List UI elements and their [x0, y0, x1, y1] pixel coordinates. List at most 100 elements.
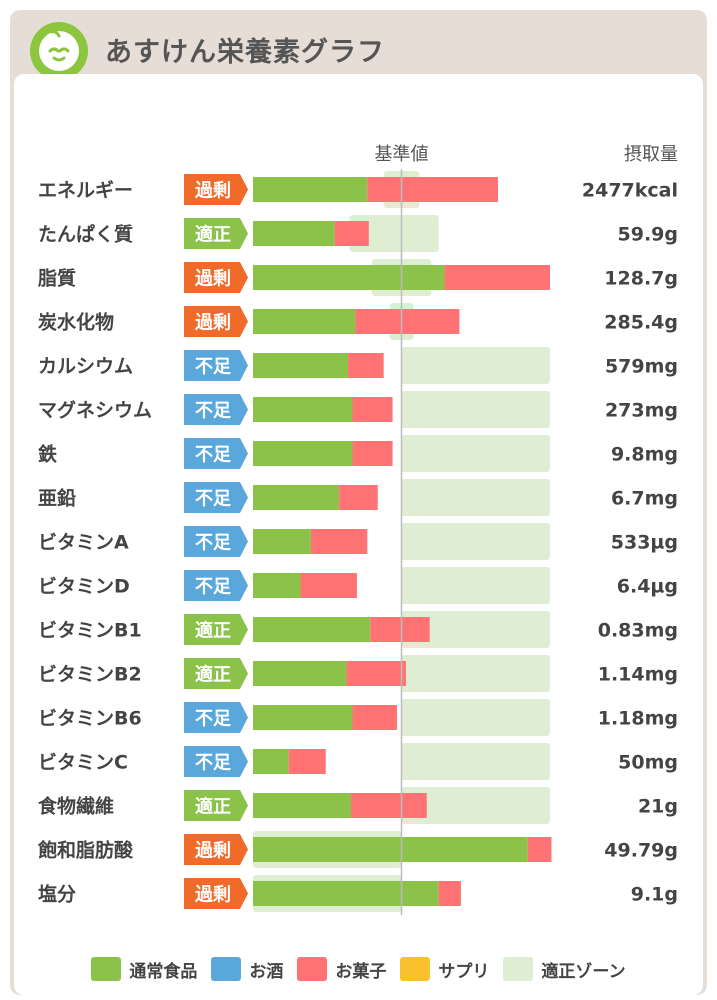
status-label: 不足 — [195, 753, 231, 774]
bar-snack — [310, 529, 368, 554]
legend-swatch — [400, 957, 431, 981]
status-label: 適正 — [195, 620, 231, 642]
bar-snack — [438, 881, 461, 906]
status-badge — [184, 394, 248, 425]
ideal-zone — [401, 743, 550, 780]
intake-value: 21g — [638, 796, 678, 818]
status-badge — [184, 570, 248, 601]
ideal-zone — [401, 523, 550, 560]
bar-snack — [351, 793, 427, 818]
intake-value: 50mg — [618, 752, 678, 774]
legend-label: お菓子 — [335, 961, 387, 982]
legend-swatch — [91, 957, 122, 981]
status-badge — [184, 482, 248, 513]
legend-swatch — [503, 957, 534, 981]
legend-label: 通常食品 — [129, 961, 198, 982]
intake-value: 6.7mg — [611, 488, 678, 510]
status-label: 不足 — [195, 533, 231, 554]
bar-food — [253, 837, 528, 862]
bar-food — [253, 793, 352, 818]
ideal-zone — [401, 391, 550, 428]
legend-item: お菓子 — [297, 957, 386, 982]
bar-food — [253, 177, 368, 202]
ideal-zone — [401, 567, 550, 604]
status-label: 不足 — [195, 489, 231, 510]
status-badge — [184, 702, 248, 733]
intake-value: 59.9g — [618, 224, 678, 246]
bar-snack — [288, 749, 326, 774]
bar-food — [253, 749, 289, 774]
ideal-zone — [401, 787, 550, 824]
bar-snack — [339, 485, 378, 510]
bar-snack — [334, 221, 369, 246]
apple-icon — [39, 30, 79, 71]
bar-food — [253, 309, 356, 334]
bar-food — [253, 661, 347, 686]
nutrient-label: ビタミンB6 — [38, 708, 142, 730]
intake-value: 533µg — [611, 532, 678, 554]
page-title: あすけん栄養素グラフ — [105, 37, 385, 68]
nutrient-label: 食物繊維 — [38, 795, 114, 818]
bar-snack — [352, 397, 393, 422]
bar-snack — [300, 573, 357, 598]
status-label: 適正 — [195, 664, 231, 686]
intake-value: 0.83mg — [598, 620, 678, 642]
ideal-zone — [401, 655, 550, 692]
bar-snack — [370, 617, 430, 642]
bar-food — [253, 705, 353, 730]
nutrient-label: 炭水化物 — [38, 311, 114, 334]
intake-value: 285.4g — [604, 312, 678, 334]
intake-value: 128.7g — [604, 268, 678, 290]
status-label: 過剰 — [195, 312, 231, 334]
intake-value: 1.18mg — [598, 708, 678, 730]
graph-panel: あすけん栄養素グラフ 基準値 摂取量 エネルギー 過剰 2477kcal たんぱく質 適正 5… — [10, 10, 707, 995]
status-label: 過剰 — [195, 840, 231, 862]
status-badge — [184, 878, 248, 909]
legend-swatch — [297, 957, 328, 981]
legend-item: 適正ゾーン — [503, 957, 626, 982]
status-label: 適正 — [195, 796, 231, 818]
status-label: 不足 — [195, 709, 231, 730]
intake-value: 9.8mg — [611, 444, 678, 466]
status-badge — [184, 350, 248, 381]
legend-item: お酒 — [211, 957, 283, 982]
bar-snack — [352, 441, 393, 466]
status-badge — [184, 746, 248, 777]
bar-snack — [346, 661, 406, 686]
bar-snack — [527, 837, 552, 862]
nutrient-label: ビタミンC — [38, 752, 128, 774]
bar-food — [253, 881, 439, 906]
nutrient-label: 脂質 — [38, 267, 76, 290]
reference-label: 基準値 — [375, 144, 429, 165]
nutrient-label: 塩分 — [38, 883, 76, 906]
nutrient-label: たんぱく質 — [38, 223, 133, 246]
status-label: 不足 — [195, 401, 231, 422]
status-badge — [184, 262, 248, 293]
bar-snack — [348, 353, 384, 378]
status-badge — [184, 834, 248, 865]
ideal-zone — [401, 611, 550, 648]
status-label: 過剰 — [195, 268, 231, 290]
legend-label: 適正ゾーン — [541, 961, 626, 982]
bar-food — [253, 221, 335, 246]
legend-item: サプリ — [400, 957, 489, 982]
nutrient-label: 飽和脂肪酸 — [37, 839, 134, 862]
status-badge — [184, 174, 248, 205]
bar-snack — [352, 705, 398, 730]
bar-food — [253, 397, 353, 422]
ideal-zone — [401, 699, 550, 736]
status-label: 不足 — [195, 445, 231, 466]
intake-value: 9.1g — [631, 884, 678, 906]
bar-food — [253, 353, 349, 378]
bar-food — [253, 441, 353, 466]
bar-food — [253, 529, 311, 554]
intake-value: 49.79g — [604, 840, 678, 862]
nutrient-label: エネルギー — [38, 180, 133, 202]
intake-value: 2477kcal — [582, 180, 678, 202]
bar-snack — [444, 265, 550, 290]
status-label: 過剰 — [195, 884, 231, 906]
bar-snack — [367, 177, 499, 202]
nutrient-label: マグネシウム — [38, 399, 152, 422]
nutrient-label: 鉄 — [38, 443, 57, 466]
